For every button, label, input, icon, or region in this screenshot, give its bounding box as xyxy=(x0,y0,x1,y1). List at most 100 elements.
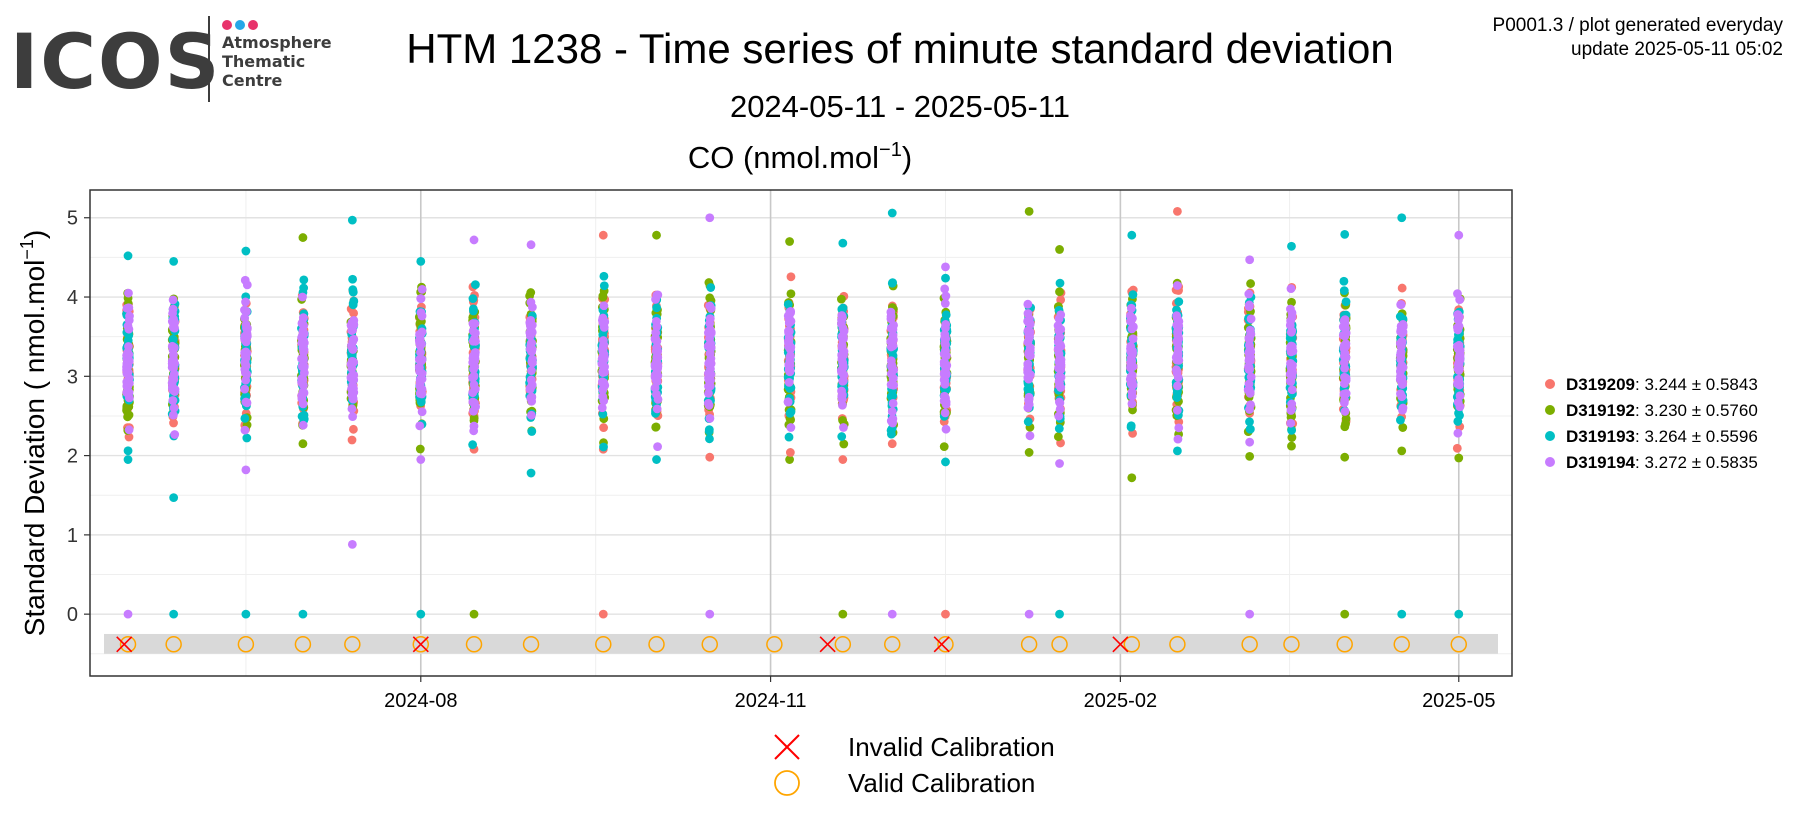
data-point xyxy=(169,256,179,266)
valid-calibration-marker xyxy=(884,636,901,653)
y-tick-label: 4 xyxy=(67,287,78,309)
data-point xyxy=(652,356,661,366)
data-point xyxy=(169,493,179,503)
data-point xyxy=(1398,405,1407,415)
data-point xyxy=(124,425,134,435)
data-point xyxy=(705,213,715,223)
data-point xyxy=(1286,284,1296,294)
legend-entry: D319192: 3.230 ± 0.5760 xyxy=(1566,401,1758,420)
data-point xyxy=(168,355,178,365)
data-point xyxy=(941,457,950,467)
data-point xyxy=(1453,397,1463,407)
data-point xyxy=(240,425,250,435)
data-point xyxy=(527,320,537,330)
data-point xyxy=(299,335,308,345)
data-point xyxy=(785,408,795,418)
data-point xyxy=(124,378,134,388)
data-point xyxy=(1128,322,1138,332)
data-point xyxy=(349,320,359,330)
zero-data-point xyxy=(705,609,715,619)
data-point xyxy=(886,323,896,333)
data-point xyxy=(168,396,178,405)
valid-calibration-marker xyxy=(1020,636,1038,653)
calibration-band xyxy=(104,633,1498,654)
data-point xyxy=(597,377,607,387)
data-point xyxy=(1245,417,1254,427)
data-point xyxy=(1173,330,1183,340)
data-point xyxy=(1452,443,1462,453)
data-point xyxy=(889,380,899,390)
data-point xyxy=(415,366,425,376)
data-point xyxy=(1055,459,1064,468)
data-point xyxy=(123,251,133,261)
data-point xyxy=(241,297,250,307)
data-point xyxy=(298,292,307,302)
data-point xyxy=(706,304,716,313)
legend-series-stats: : 3.230 ± 0.5760 xyxy=(1635,401,1758,420)
data-point xyxy=(837,394,847,404)
data-point xyxy=(786,289,796,299)
data-point xyxy=(525,384,535,394)
data-point xyxy=(705,293,715,303)
data-point xyxy=(240,275,250,285)
data-point xyxy=(470,280,480,290)
data-point xyxy=(939,375,949,385)
y-axis-label-superscript: −1 xyxy=(17,239,37,260)
data-point xyxy=(1128,362,1138,371)
data-point xyxy=(1053,432,1063,442)
data-point xyxy=(1397,392,1407,402)
data-point xyxy=(1173,446,1182,456)
data-point xyxy=(469,306,478,316)
data-point xyxy=(168,410,178,420)
data-point xyxy=(123,446,133,456)
zero-data-point xyxy=(469,609,479,619)
data-point xyxy=(939,442,949,452)
invalid-calibration-marker xyxy=(819,636,836,653)
data-point xyxy=(527,410,536,420)
data-point xyxy=(940,368,949,378)
data-point xyxy=(240,313,250,323)
data-point xyxy=(170,430,180,439)
data-point xyxy=(599,442,608,452)
data-point xyxy=(1285,369,1295,379)
data-point xyxy=(349,424,358,434)
data-point xyxy=(1055,404,1065,414)
data-point xyxy=(785,455,794,464)
zero-data-point xyxy=(941,609,950,619)
data-point xyxy=(941,273,950,283)
zero-data-point xyxy=(838,609,848,619)
y-tick-label: 3 xyxy=(67,366,78,388)
data-point xyxy=(1396,353,1406,362)
legend-key-d319192 xyxy=(1545,405,1555,415)
legend-key-d319209 xyxy=(1545,379,1555,389)
data-point xyxy=(122,303,132,313)
data-point xyxy=(941,291,951,301)
data-point xyxy=(527,357,537,367)
data-point xyxy=(888,336,898,346)
data-point xyxy=(297,394,307,404)
data-point xyxy=(1174,423,1184,433)
valid-calibration-marker xyxy=(834,636,852,653)
logo-dots xyxy=(222,17,261,35)
invalid-calibration-marker xyxy=(933,636,950,653)
data-point xyxy=(652,336,662,346)
valid-calibration-marker xyxy=(1450,636,1468,653)
zero-data-point xyxy=(416,609,426,619)
data-point xyxy=(349,308,359,318)
data-point xyxy=(298,439,308,449)
data-point xyxy=(169,403,179,413)
plot-panel xyxy=(90,190,1512,676)
data-point xyxy=(1340,379,1349,389)
invalid-calibration-marker xyxy=(1112,636,1129,653)
data-point xyxy=(348,335,358,345)
data-point xyxy=(1126,422,1136,432)
data-point xyxy=(705,434,714,444)
data-point xyxy=(598,230,608,240)
data-point xyxy=(838,238,848,248)
legend-key-d319193 xyxy=(1545,431,1555,441)
valid-calibration-marker xyxy=(595,636,612,653)
data-point xyxy=(299,368,309,378)
data-point xyxy=(123,321,133,331)
data-point xyxy=(1244,340,1254,350)
